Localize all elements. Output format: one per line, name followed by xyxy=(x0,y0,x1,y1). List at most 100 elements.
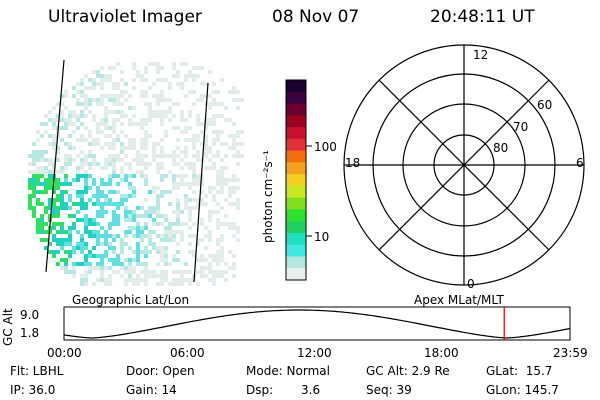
image-pixel xyxy=(124,270,128,274)
image-pixel xyxy=(88,142,92,146)
image-pixel xyxy=(168,222,172,226)
image-pixel xyxy=(200,202,204,206)
image-pixel xyxy=(176,214,180,218)
image-pixel xyxy=(84,174,88,178)
instrument-title: Ultraviolet Imager xyxy=(48,7,202,27)
image-pixel xyxy=(56,262,60,266)
image-pixel xyxy=(40,158,44,162)
image-pixel xyxy=(220,250,224,254)
image-pixel xyxy=(60,238,64,242)
image-pixel xyxy=(64,262,68,266)
image-pixel xyxy=(192,78,196,82)
image-pixel xyxy=(144,66,148,70)
image-pixel xyxy=(56,242,60,246)
image-pixel xyxy=(100,94,104,98)
image-pixel xyxy=(144,162,148,166)
image-pixel xyxy=(196,114,200,118)
image-pixel xyxy=(108,242,112,246)
image-pixel xyxy=(64,158,68,162)
door-info: Door: Open xyxy=(126,364,195,378)
image-pixel xyxy=(68,234,72,238)
image-pixel xyxy=(196,158,200,162)
image-pixel xyxy=(120,246,124,250)
image-pixel xyxy=(48,142,52,146)
image-pixel xyxy=(168,202,172,206)
image-pixel xyxy=(160,138,164,142)
image-pixel xyxy=(140,170,144,174)
image-pixel xyxy=(84,278,88,282)
image-pixel xyxy=(216,154,220,158)
image-pixel xyxy=(84,262,88,266)
image-pixel xyxy=(164,214,168,218)
image-pixel xyxy=(112,98,116,102)
image-pixel xyxy=(40,150,44,154)
image-pixel xyxy=(208,266,212,270)
image-pixel xyxy=(52,126,56,130)
image-pixel xyxy=(48,250,52,254)
image-pixel xyxy=(196,198,200,202)
image-pixel xyxy=(72,262,76,266)
image-pixel xyxy=(88,134,92,138)
image-pixel xyxy=(28,206,32,210)
image-pixel xyxy=(64,90,68,94)
image-pixel xyxy=(48,162,52,166)
image-pixel xyxy=(92,266,96,270)
image-pixel xyxy=(84,202,88,206)
gain-info: Gain: 14 xyxy=(126,383,177,397)
image-pixel xyxy=(108,66,112,70)
image-pixel xyxy=(84,254,88,258)
image-pixel xyxy=(164,262,168,266)
image-pixel xyxy=(84,86,88,90)
image-pixel xyxy=(72,146,76,150)
image-pixel xyxy=(48,182,52,186)
image-pixel xyxy=(56,170,60,174)
image-pixel xyxy=(236,98,240,102)
image-pixel xyxy=(108,74,112,78)
image-pixel xyxy=(36,202,40,206)
image-pixel xyxy=(216,174,220,178)
image-pixel xyxy=(156,222,160,226)
image-pixel xyxy=(176,278,180,282)
image-pixel xyxy=(184,222,188,226)
image-pixel xyxy=(192,142,196,146)
image-pixel xyxy=(204,234,208,238)
image-pixel xyxy=(172,238,176,242)
image-pixel xyxy=(68,230,72,234)
image-pixel xyxy=(40,230,44,234)
image-pixel xyxy=(76,114,80,118)
image-pixel xyxy=(176,250,180,254)
image-pixel xyxy=(176,162,180,166)
image-pixel xyxy=(208,150,212,154)
image-pixel xyxy=(184,270,188,274)
image-pixel xyxy=(184,174,188,178)
image-pixel xyxy=(208,146,212,150)
image-pixel xyxy=(212,270,216,274)
image-pixel xyxy=(132,258,136,262)
image-pixel xyxy=(116,214,120,218)
image-pixel xyxy=(76,98,80,102)
image-pixel xyxy=(232,154,236,158)
image-pixel xyxy=(124,114,128,118)
image-pixel xyxy=(224,198,228,202)
image-pixel xyxy=(80,150,84,154)
image-pixel xyxy=(44,166,48,170)
image-pixel xyxy=(48,202,52,206)
image-pixel xyxy=(116,190,120,194)
image-pixel xyxy=(156,70,160,74)
image-pixel xyxy=(92,70,96,74)
image-pixel xyxy=(68,146,72,150)
image-pixel xyxy=(64,142,68,146)
image-pixel xyxy=(100,178,104,182)
image-pixel xyxy=(184,206,188,210)
image-pixel xyxy=(116,102,120,106)
image-pixel xyxy=(144,262,148,266)
image-pixel xyxy=(108,182,112,186)
image-pixel xyxy=(216,134,220,138)
image-pixel xyxy=(168,262,172,266)
image-pixel xyxy=(232,266,236,270)
image-pixel xyxy=(144,138,148,142)
image-pixel xyxy=(104,122,108,126)
image-pixel xyxy=(232,90,236,94)
image-pixel xyxy=(236,238,240,242)
image-pixel xyxy=(192,234,196,238)
